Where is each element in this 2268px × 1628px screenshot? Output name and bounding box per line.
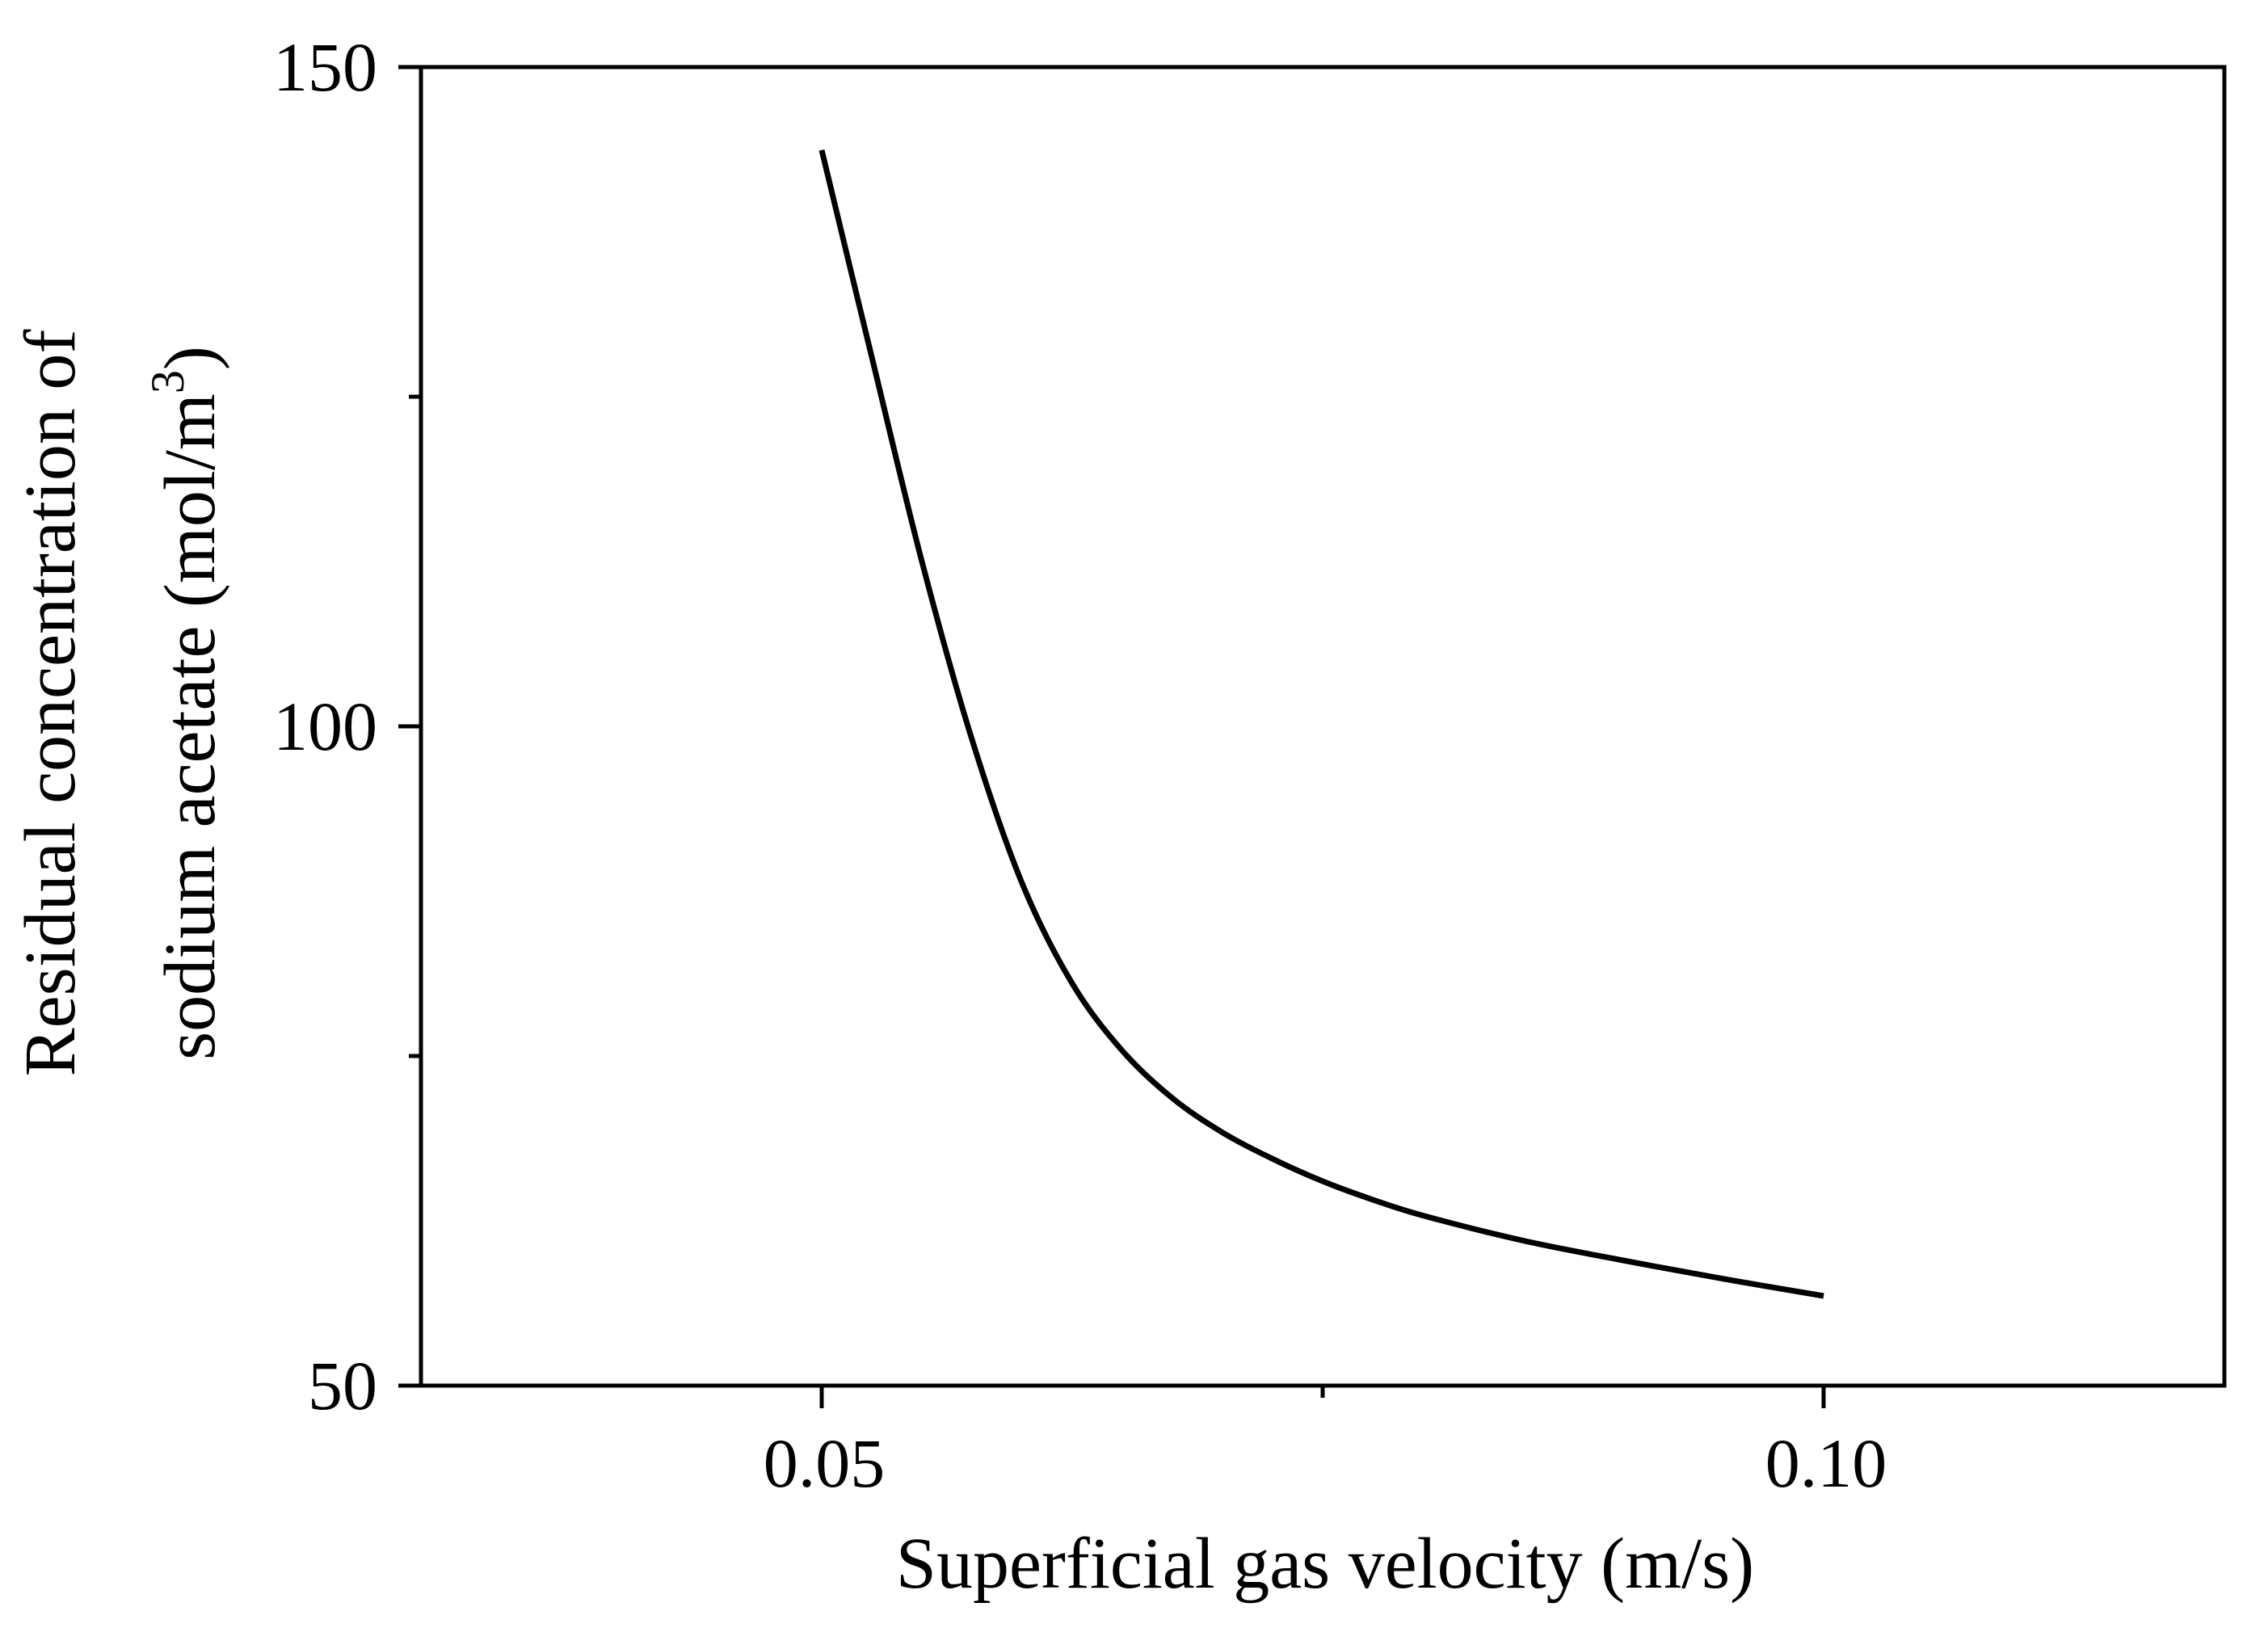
y-axis-title-superscript: 3 [141,370,194,393]
y-axis-title: Residual concentration of [11,330,90,1077]
y-axis-title-2: sodium acetate (mol/m3) [141,346,230,1060]
series-line-0 [818,149,1824,1299]
y-tick-label-150: 150 [273,28,377,106]
x-tick-label-0.10: 0.10 [1765,1424,1887,1502]
x-tick-label-0.05: 0.05 [764,1424,886,1502]
series-group [818,149,1824,1299]
y-axis-title-line2: sodium acetate (mol/m3) [141,346,230,1060]
y-tick-label-100: 100 [273,688,377,765]
x-axis-title: Superficial gas velocity (m/s) [896,1524,1754,1604]
axis-ticks [398,65,1826,1408]
y-axis-title-line2-main: sodium acetate (mol/m [150,393,230,1060]
y-tick-label-50: 50 [308,1347,377,1424]
y-axis-title-line1: Residual concentration of [11,330,90,1077]
plot-frame [419,65,2227,1388]
y-axis-title-close-paren: ) [150,346,230,370]
